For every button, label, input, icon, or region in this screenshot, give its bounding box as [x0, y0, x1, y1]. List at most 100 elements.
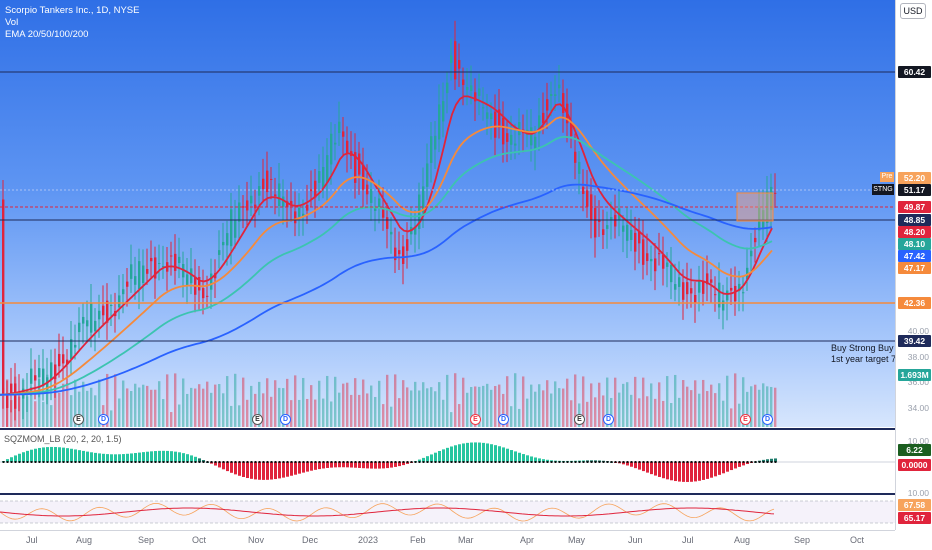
squeeze-dot	[502, 461, 505, 463]
dividend-marker[interactable]: D	[762, 414, 773, 425]
volume-bar	[426, 388, 429, 427]
volume-bar	[450, 412, 453, 427]
volume-label: 1.693M	[898, 369, 931, 381]
dividend-marker[interactable]: D	[498, 414, 509, 425]
squeeze-dot	[554, 461, 557, 463]
volume-bar	[38, 379, 41, 427]
pane-separator[interactable]	[0, 428, 932, 430]
candle-body	[722, 300, 725, 311]
squeeze-dot	[198, 461, 201, 463]
candle-body	[750, 250, 753, 257]
candle-body	[630, 229, 633, 240]
volume-bar	[398, 398, 401, 427]
candle-body	[518, 122, 521, 136]
price-scale[interactable]: 64.00 62.00 58.00 56.00 54.00 44.00 40.00 38.00…	[895, 0, 932, 530]
squeeze-dot	[494, 461, 497, 463]
candle-body	[550, 94, 553, 97]
earnings-marker[interactable]: E	[252, 414, 263, 425]
volume-bar	[258, 381, 261, 427]
squeeze-dot	[486, 461, 489, 463]
candle-body	[394, 247, 397, 261]
volume-bar	[6, 379, 9, 427]
momentum-bar	[246, 462, 249, 479]
time-label: Jul	[26, 535, 38, 545]
momentum-bar	[718, 462, 721, 475]
squeeze-dot	[110, 461, 113, 463]
momentum-bar	[366, 462, 369, 469]
squeeze-dot	[762, 461, 765, 463]
earnings-marker[interactable]: E	[740, 414, 751, 425]
momentum-chart-svg	[0, 442, 895, 482]
candle-body	[758, 207, 761, 231]
squeeze-dot	[62, 461, 65, 463]
volume-bar	[718, 383, 721, 427]
squeeze-dot	[86, 461, 89, 463]
momentum-bar	[658, 462, 661, 477]
squeeze-dot	[22, 461, 25, 463]
candle-body	[302, 213, 305, 217]
momentum-legend[interactable]: SQZMOM_LB (20, 2, 20, 1.5)	[4, 434, 122, 444]
pane-separator[interactable]	[0, 493, 932, 495]
dividend-marker[interactable]: D	[98, 414, 109, 425]
candle-body	[70, 339, 73, 359]
squeeze-dot	[598, 461, 601, 463]
volume-bar	[566, 378, 569, 427]
dividend-marker[interactable]: D	[280, 414, 291, 425]
volume-bar	[202, 388, 205, 427]
momentum-bar	[682, 462, 685, 482]
rsi-pane[interactable]	[0, 495, 895, 530]
volume-bar	[726, 375, 729, 427]
volume-bar	[678, 397, 681, 427]
squeeze-dot	[138, 461, 141, 463]
time-axis[interactable]: Jul Aug Sep Oct Nov Dec 2023 Feb Mar Apr May Jun Jul…	[0, 530, 895, 550]
candle-body	[358, 153, 361, 175]
ema200-line	[0, 183, 773, 396]
momentum-bar	[770, 458, 773, 462]
candle-body	[474, 92, 477, 102]
momentum-bar	[666, 462, 669, 480]
momentum-bar	[262, 462, 265, 480]
volume-bar	[242, 377, 245, 427]
volume-legend[interactable]: Vol	[5, 17, 19, 28]
candle-body	[734, 285, 737, 302]
price-pane[interactable]: Scorpio Tankers Inc., 1D, NYSE Vol EMA 2…	[0, 0, 895, 427]
candle-body	[378, 198, 381, 208]
squeeze-dot	[210, 461, 213, 463]
squeeze-dot	[674, 461, 677, 463]
candle-body	[38, 368, 41, 378]
candle-body	[770, 186, 773, 211]
candle-body	[226, 233, 229, 246]
candle-body	[138, 261, 141, 290]
volume-bar	[650, 383, 653, 427]
ema-legend[interactable]: EMA 20/50/100/200	[5, 29, 89, 40]
earnings-marker[interactable]: E	[470, 414, 481, 425]
momentum-pane[interactable]: SQZMOM_LB (20, 2, 20, 1.5)	[0, 430, 895, 492]
volume-bar	[230, 405, 233, 427]
momentum-bar	[670, 462, 673, 481]
candle-body	[454, 41, 457, 80]
candle-body	[30, 368, 33, 384]
squeeze-dot	[370, 461, 373, 463]
dividend-marker[interactable]: D	[603, 414, 614, 425]
symbol-title[interactable]: Scorpio Tankers Inc., 1D, NYSE	[5, 5, 140, 16]
squeeze-dot	[510, 461, 513, 463]
squeeze-dot	[106, 461, 109, 463]
squeeze-dot	[178, 461, 181, 463]
momentum-bar	[418, 459, 421, 462]
earnings-marker[interactable]: E	[574, 414, 585, 425]
currency-button[interactable]: USD	[900, 3, 926, 19]
candle-body	[6, 393, 9, 409]
candle-body	[90, 303, 93, 333]
earnings-marker[interactable]: E	[73, 414, 84, 425]
squeeze-dot	[642, 461, 645, 463]
squeeze-dot	[258, 461, 261, 463]
candle-body	[754, 237, 757, 243]
squeeze-dot	[638, 461, 641, 463]
time-label: Apr	[520, 535, 535, 545]
candle-body	[650, 258, 653, 262]
squeeze-dot	[586, 461, 589, 463]
volume-bar	[386, 374, 389, 427]
price-tick: 34.00	[907, 402, 929, 413]
candle-body	[254, 204, 257, 209]
